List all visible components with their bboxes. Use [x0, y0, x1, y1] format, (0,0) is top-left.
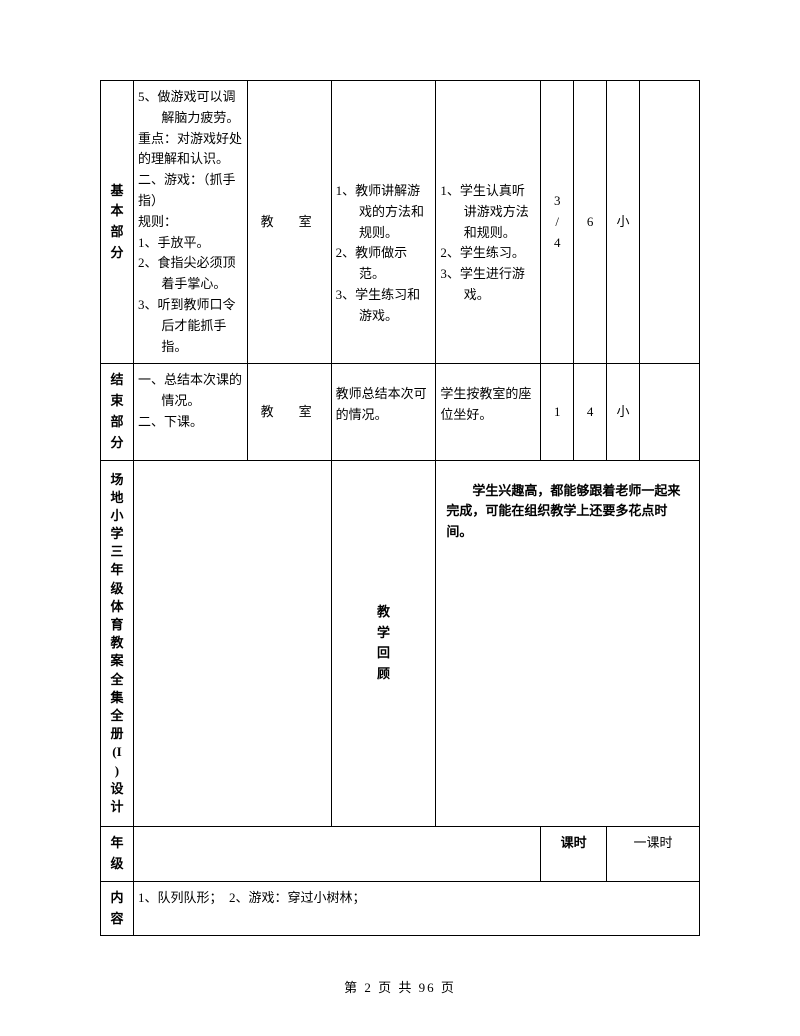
review-text-cell: 学生兴趣高，都能够跟着老师一起来完成，可能在组织教学上还要多花点时间。 — [436, 460, 700, 827]
label-review: 教学回顾 — [331, 460, 436, 827]
row-basic: 基本部分 5、做游戏可以调解脑力疲劳。 重点：对游戏好处的理解和认识。 二、游戏… — [101, 81, 700, 364]
review-text: 学生兴趣高，都能够跟着老师一起来完成，可能在组织教学上还要多花点时间。 — [446, 481, 689, 543]
row-venue: 场地小学三年级体育教案全集全册(I)设计 教学回顾 学生兴趣高，都能够跟着老师一… — [101, 460, 700, 827]
basic-col4: 1、教师讲解游戏的方法和规则。 2、教师做示范。 3、学生练习和游戏。 — [331, 81, 436, 364]
end-col7: 4 — [574, 364, 607, 460]
basic-col2: 5、做游戏可以调解脑力疲劳。 重点：对游戏好处的理解和认识。 二、游戏：（抓手指… — [133, 81, 247, 364]
end-col2: 一、总结本次课的情况。 二、下课。 — [133, 364, 247, 460]
basic-col9 — [640, 81, 700, 364]
basic-c5-l3: 3、学生进行游戏。 — [440, 264, 536, 306]
row-content: 内容 1、队列队形； 2、游戏：穿过小树林； — [101, 881, 700, 936]
basic-col3: 教 室 — [247, 81, 331, 364]
page: 基本部分 5、做游戏可以调解脑力疲劳。 重点：对游戏好处的理解和认识。 二、游戏… — [0, 0, 800, 1036]
basic-c2-l6: 2、食指尖必须顶着手掌心。 — [138, 253, 243, 295]
end-col9 — [640, 364, 700, 460]
basic-c2-l5: 1、手放平。 — [138, 233, 243, 254]
basic-c5-l1: 1、学生认真听讲游戏方法和规则。 — [440, 181, 536, 243]
basic-c2-l4: 规则： — [138, 212, 243, 233]
end-col4: 教师总结本次可的情况。 — [331, 364, 436, 460]
period-value: 一课时 — [607, 827, 700, 882]
basic-c2-l3: 二、游戏：（抓手指） — [138, 170, 243, 212]
basic-c2-l7: 3、听到教师口令后才能抓手指。 — [138, 295, 243, 357]
end-col3: 教 室 — [247, 364, 331, 460]
basic-c2-l2: 重点：对游戏好处的理解和认识。 — [138, 129, 243, 171]
page-footer: 第 2 页 共 96 页 — [0, 977, 800, 996]
end-col6: 1 — [541, 364, 574, 460]
basic-c2-l1: 5、做游戏可以调解脑力疲劳。 — [138, 87, 243, 129]
basic-col6: 3/4 — [541, 81, 574, 364]
basic-col8: 小 — [607, 81, 640, 364]
lesson-table: 基本部分 5、做游戏可以调解脑力疲劳。 重点：对游戏好处的理解和认识。 二、游戏… — [100, 80, 700, 936]
grade-value — [133, 827, 540, 882]
row-grade: 年级 课时 一课时 — [101, 827, 700, 882]
basic-c4-l3: 3、学生练习和游戏。 — [336, 285, 432, 327]
basic-col5: 1、学生认真听讲游戏方法和规则。 2、学生练习。 3、学生进行游戏。 — [436, 81, 541, 364]
basic-c4-l2: 2、教师做示范。 — [336, 243, 432, 285]
basic-col7: 6 — [574, 81, 607, 364]
end-c2-l1: 一、总结本次课的情况。 — [138, 370, 243, 412]
row-end: 结束部分 一、总结本次课的情况。 二、下课。 教 室 教师总结本次可的情况。 学… — [101, 364, 700, 460]
end-col5: 学生按教室的座位坐好。 — [436, 364, 541, 460]
label-grade: 年级 — [101, 827, 134, 882]
label-basic: 基本部分 — [101, 81, 134, 364]
end-c2-l2: 二、下课。 — [138, 412, 243, 433]
basic-c4-l1: 1、教师讲解游戏的方法和规则。 — [336, 181, 432, 243]
venue-col2 — [133, 460, 331, 827]
content-text: 1、队列队形； 2、游戏：穿过小树林； — [133, 881, 699, 936]
end-col8: 小 — [607, 364, 640, 460]
basic-c5-l2: 2、学生练习。 — [440, 243, 536, 264]
label-content: 内容 — [101, 881, 134, 936]
label-end: 结束部分 — [101, 364, 134, 460]
label-period: 课时 — [541, 827, 607, 882]
label-venue: 场地小学三年级体育教案全集全册(I)设计 — [101, 460, 134, 827]
